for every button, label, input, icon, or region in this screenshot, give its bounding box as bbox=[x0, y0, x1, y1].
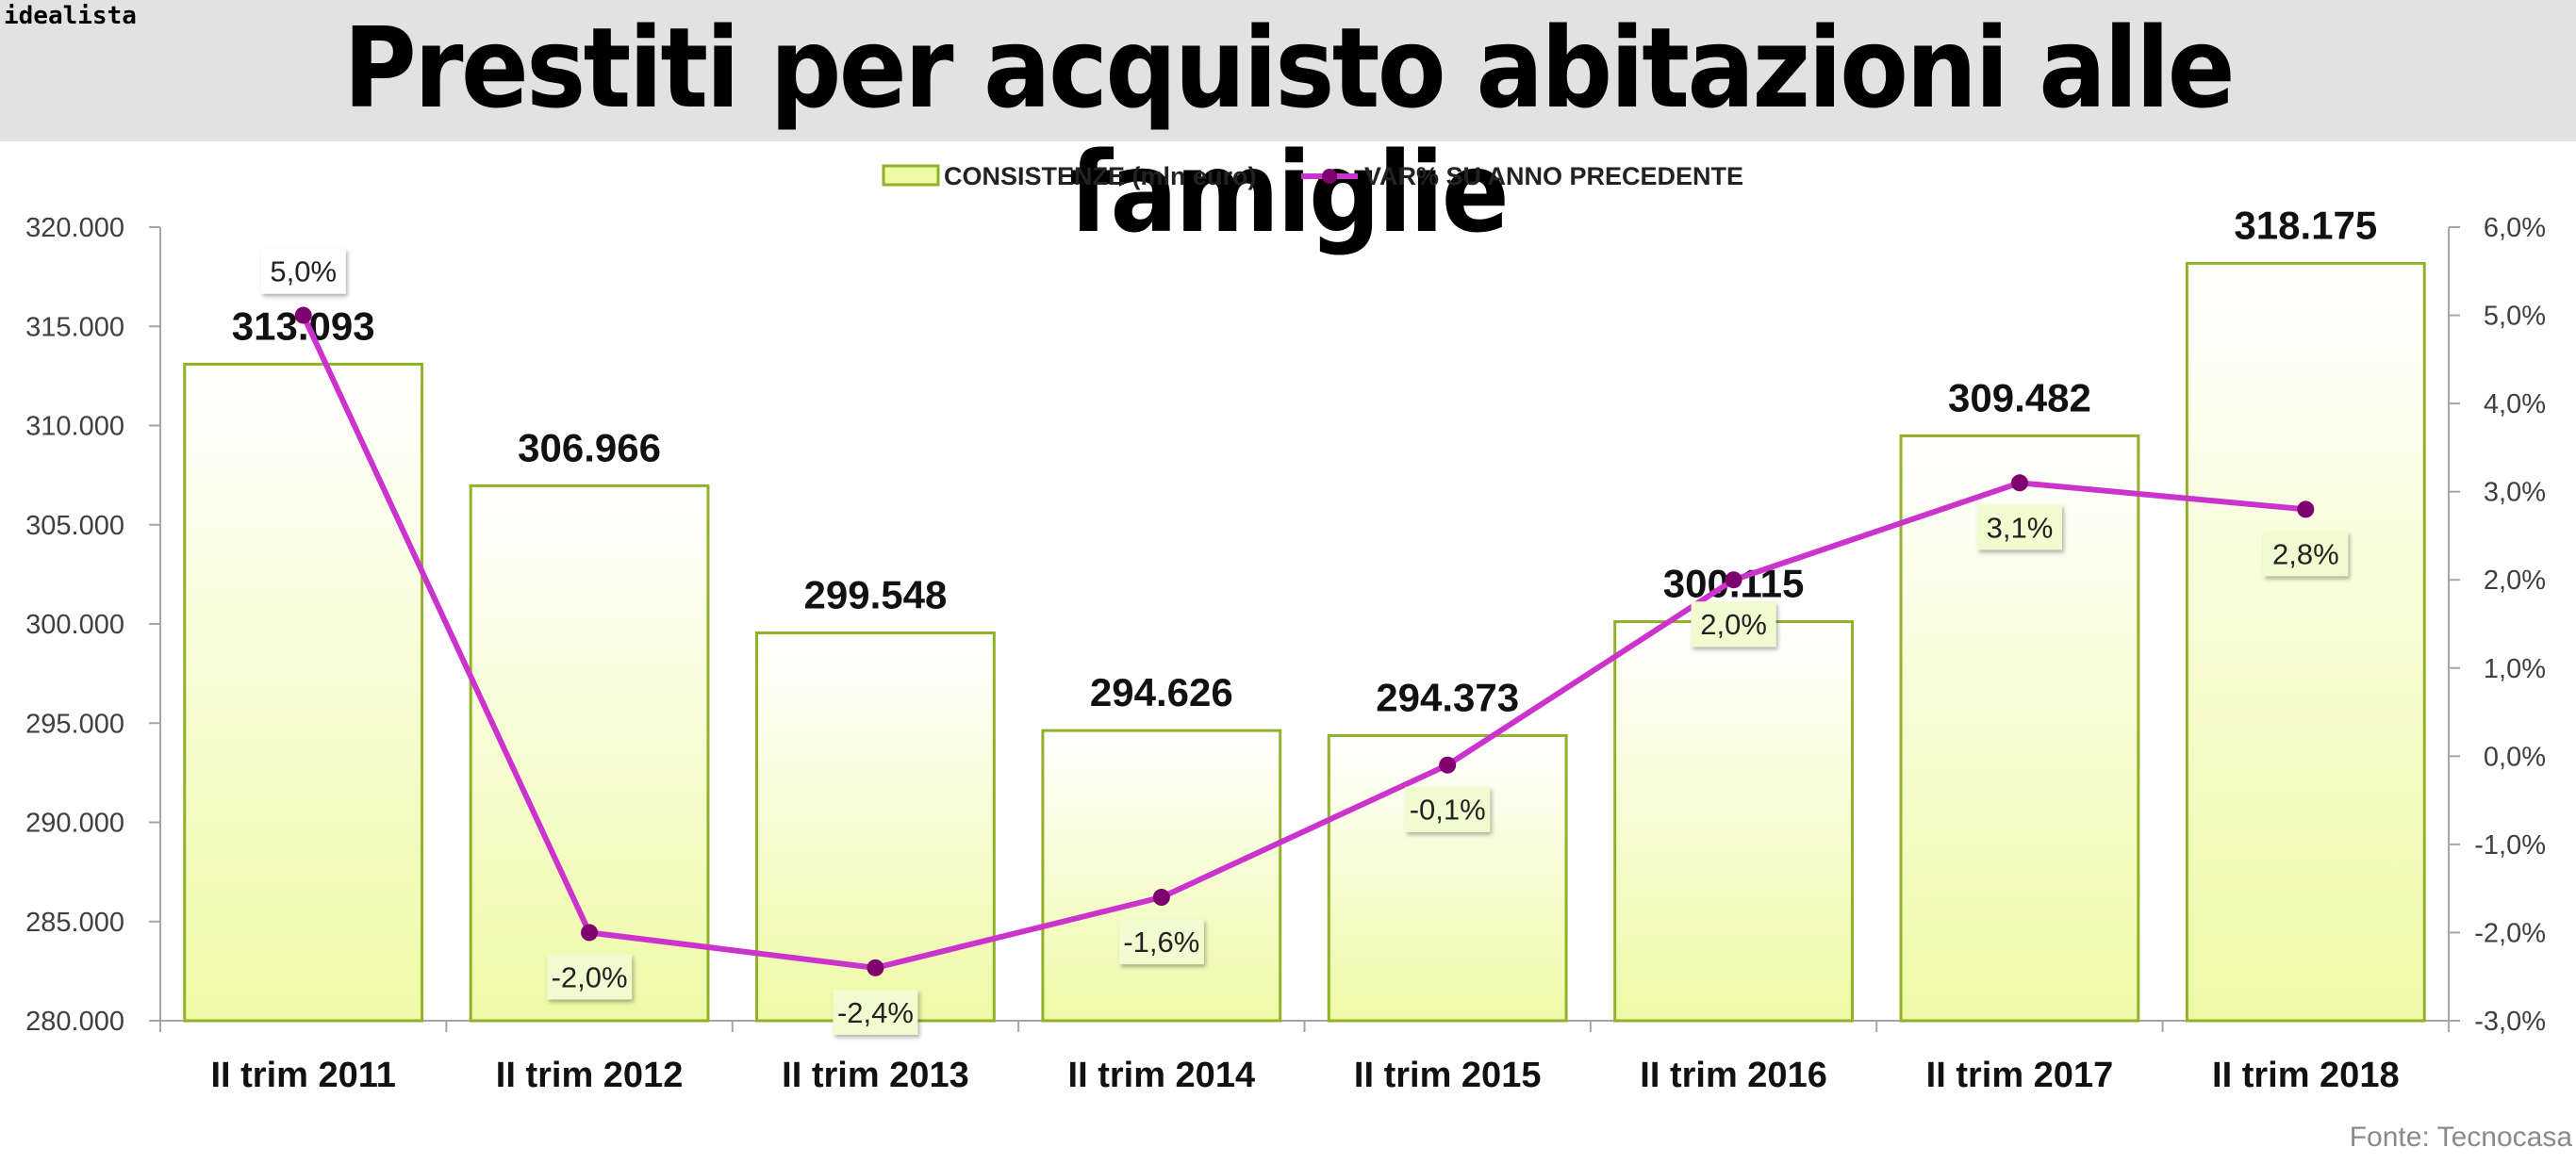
line-value-label-box bbox=[833, 989, 918, 1035]
x-tick-label: II trim 2017 bbox=[1926, 1056, 2114, 1095]
y-left-tick-label: 290.000 bbox=[25, 809, 124, 839]
line-value-label: 2,8% bbox=[2272, 537, 2339, 570]
bar bbox=[2185, 261, 2426, 1023]
x-tick-label: II trim 2014 bbox=[1068, 1056, 1256, 1095]
line-value-label-box bbox=[2263, 531, 2349, 577]
x-tick-label: II trim 2016 bbox=[1640, 1056, 1827, 1095]
bar-value-label: 318.175 bbox=[2234, 203, 2377, 247]
line-value-label-box bbox=[1118, 919, 1204, 965]
y-right-tick-label: 0,0% bbox=[2484, 742, 2546, 772]
y-left-tick-label: 280.000 bbox=[25, 1007, 124, 1037]
line-value-label: -1,6% bbox=[1123, 926, 1199, 959]
line-point bbox=[867, 959, 884, 976]
bar bbox=[1613, 620, 1854, 1023]
line-point bbox=[2297, 500, 2315, 518]
bar bbox=[1041, 729, 1282, 1023]
line-value-label-box bbox=[547, 954, 633, 1000]
line-point bbox=[294, 306, 312, 324]
line-value-label: 3,1% bbox=[1987, 511, 2054, 544]
x-tick-label: II trim 2018 bbox=[2212, 1056, 2400, 1095]
y-left-tick-label: 295.000 bbox=[25, 709, 124, 739]
y-left-tick-label: 305.000 bbox=[25, 511, 124, 541]
y-right-tick-label: 1,0% bbox=[2484, 654, 2546, 684]
y-left-tick-label: 300.000 bbox=[25, 610, 124, 640]
line-point bbox=[2010, 474, 2028, 492]
bar-value-label: 306.966 bbox=[518, 425, 661, 469]
brand-logo: idealista bbox=[4, 2, 137, 30]
legend-label-line: VAR% SU ANNO PRECEDENTE bbox=[1364, 162, 1743, 190]
line-point bbox=[1439, 756, 1457, 774]
line-value-label-box bbox=[1976, 504, 2062, 550]
bar-value-label: 299.548 bbox=[804, 573, 948, 617]
y-right-tick-label: 5,0% bbox=[2484, 302, 2546, 332]
line-point bbox=[1152, 889, 1170, 907]
header-band: idealista Prestiti per acquisto abitazio… bbox=[0, 0, 2576, 254]
bar bbox=[1327, 733, 1568, 1023]
y-left-tick-label: 320.000 bbox=[25, 213, 124, 243]
line-value-label: 2,0% bbox=[1700, 608, 1767, 641]
line-value-label: -2,4% bbox=[837, 996, 914, 1029]
line-value-label-box bbox=[1691, 601, 1776, 648]
page-title: Prestiti per acquisto abitazioni alle fa… bbox=[343, 3, 2236, 257]
line-value-label: 5,0% bbox=[270, 255, 337, 288]
line-value-label: -0,1% bbox=[1410, 794, 1486, 827]
x-tick-label: II trim 2013 bbox=[782, 1056, 969, 1095]
line-value-label-box bbox=[1405, 786, 1491, 832]
y-left-tick-label: 285.000 bbox=[25, 908, 124, 938]
y-right-tick-label: -1,0% bbox=[2474, 830, 2546, 861]
legend-label-bars: CONSISTENZE (mln euro) bbox=[944, 162, 1257, 190]
legend-swatch-bars bbox=[882, 164, 940, 187]
line-series-var bbox=[300, 314, 2306, 971]
y-left-tick-label: 310.000 bbox=[25, 412, 124, 442]
line-point bbox=[1725, 571, 1742, 589]
line-point bbox=[581, 924, 599, 942]
x-tick-label: II trim 2011 bbox=[210, 1056, 395, 1095]
x-tick-label: II trim 2015 bbox=[1354, 1056, 1542, 1095]
bar bbox=[183, 362, 424, 1023]
y-right-tick-label: 2,0% bbox=[2484, 566, 2546, 596]
legend-marker-line bbox=[1322, 169, 1337, 184]
y-right-tick-label: -2,0% bbox=[2474, 918, 2546, 948]
bar-value-label: 309.482 bbox=[1948, 375, 2091, 419]
y-left-tick-label: 315.000 bbox=[25, 312, 124, 342]
y-right-tick-label: 3,0% bbox=[2484, 478, 2546, 508]
source-note: Fonte: Tecnocasa bbox=[2349, 1122, 2572, 1153]
bar-value-label: 294.373 bbox=[1376, 675, 1519, 719]
y-right-tick-label: -3,0% bbox=[2474, 1007, 2546, 1037]
y-right-tick-label: 6,0% bbox=[2484, 213, 2546, 243]
y-right-tick-label: 4,0% bbox=[2484, 389, 2546, 419]
line-value-label: -2,0% bbox=[552, 960, 628, 993]
bar-value-label: 294.626 bbox=[1090, 670, 1233, 714]
x-tick-label: II trim 2012 bbox=[496, 1056, 684, 1095]
line-value-label-box bbox=[260, 248, 346, 294]
